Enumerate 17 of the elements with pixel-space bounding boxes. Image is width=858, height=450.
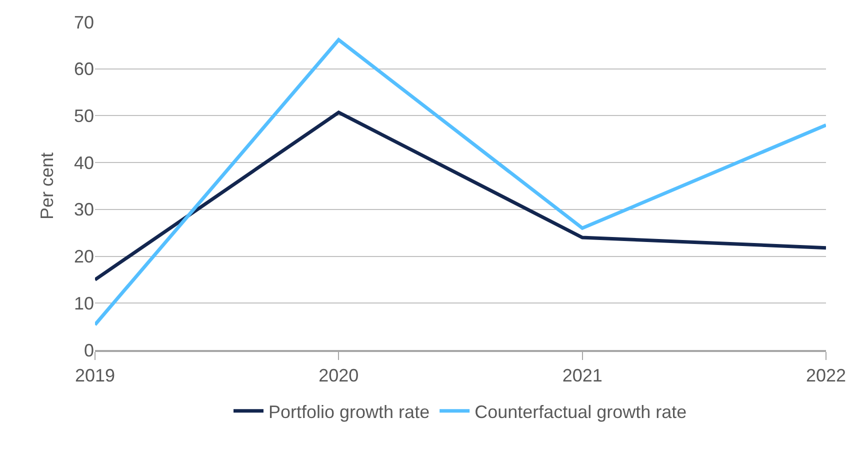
x-tick-label: 2019	[74, 365, 116, 386]
y-tick-label: 0	[84, 340, 94, 360]
x-tick-label: 2022	[806, 365, 846, 386]
x-tick-label: 2020	[318, 365, 359, 386]
y-tick-label: 60	[74, 59, 94, 80]
line-series	[95, 110, 826, 282]
y-axis-title: Per cent	[37, 152, 58, 220]
y-tick-label: 20	[74, 246, 94, 267]
x-tick-label: 2021	[562, 365, 602, 386]
line-series	[95, 38, 826, 326]
legend-label: Counterfactual growth rate	[474, 402, 687, 422]
y-tick-label: 10	[74, 293, 94, 314]
y-tick-label: 30	[74, 200, 94, 220]
legend-label: Portfolio growth rate	[268, 402, 430, 422]
y-tick-label: 50	[74, 106, 94, 126]
y-tick-label: 40	[74, 152, 94, 173]
y-tick-label: 70	[74, 12, 94, 32]
